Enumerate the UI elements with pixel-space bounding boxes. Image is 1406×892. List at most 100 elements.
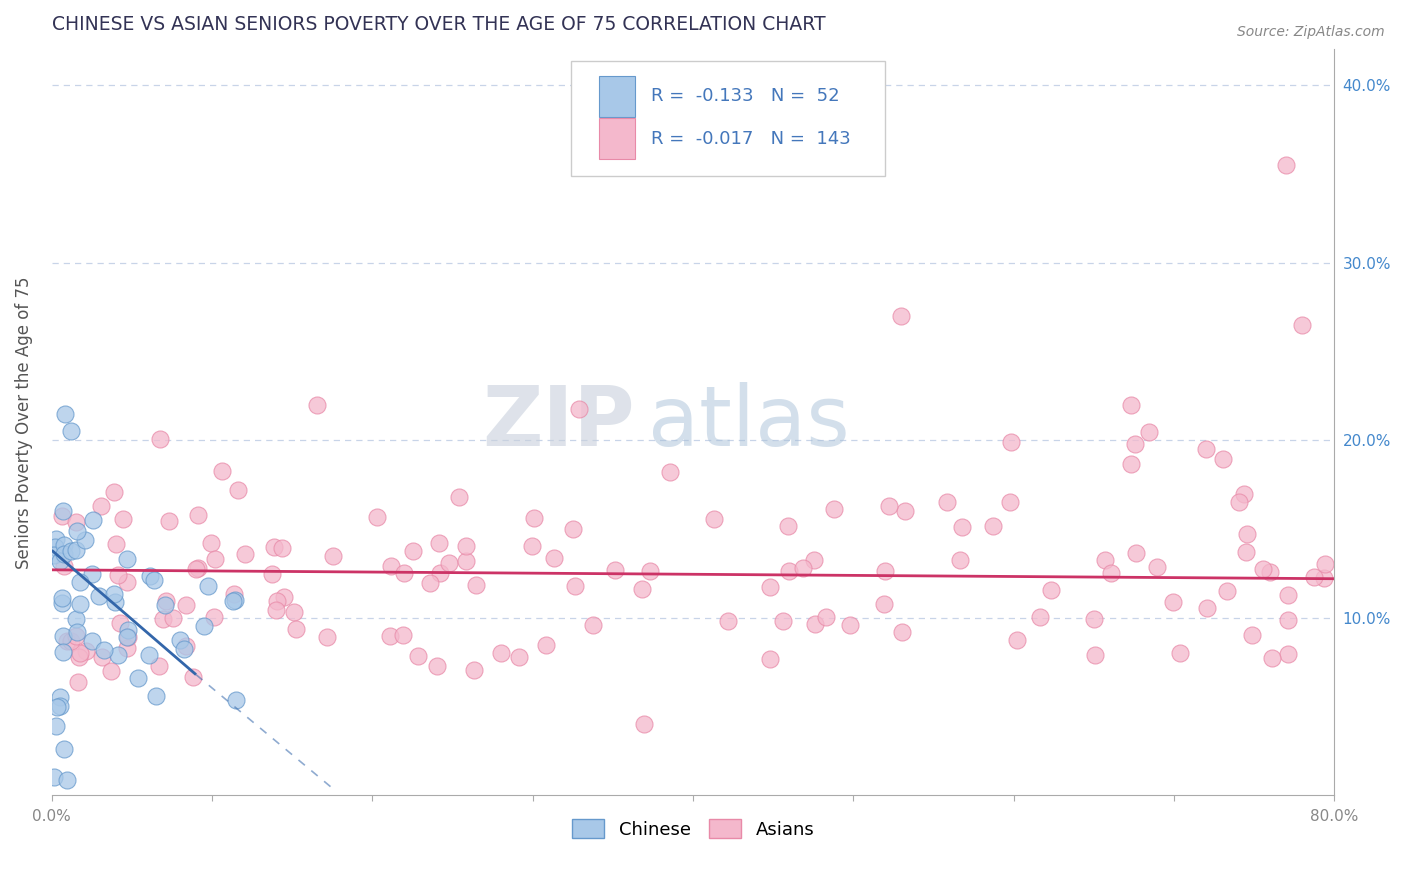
Point	[1241, 627, 1264, 641]
Point	[489, 646, 512, 660]
Point	[100, 664, 122, 678]
Point	[87, 590, 110, 604]
Point	[53, 559, 76, 574]
Bar	[599, 119, 636, 160]
Point	[464, 578, 486, 592]
Point	[93, 643, 115, 657]
Point	[200, 536, 222, 550]
Point	[630, 582, 652, 596]
Point	[115, 575, 138, 590]
Point	[776, 519, 799, 533]
Point	[49, 554, 72, 568]
Point	[1215, 584, 1237, 599]
Point	[90, 649, 112, 664]
Point	[427, 536, 450, 550]
Point	[582, 617, 605, 632]
Point	[187, 561, 209, 575]
Legend: Chinese, Asians: Chinese, Asians	[564, 813, 821, 846]
Point	[67, 650, 90, 665]
Point	[778, 564, 800, 578]
Point	[1146, 560, 1168, 574]
Point	[111, 512, 134, 526]
Point	[108, 615, 131, 630]
Point	[69, 597, 91, 611]
Point	[1277, 613, 1299, 627]
Point	[1313, 558, 1336, 572]
Point	[891, 625, 914, 640]
Point	[893, 504, 915, 518]
Point	[759, 652, 782, 666]
Point	[222, 586, 245, 600]
Point	[53, 538, 76, 552]
Point	[814, 609, 837, 624]
Point	[534, 638, 557, 652]
Text: R =  -0.017   N =  143: R = -0.017 N = 143	[651, 130, 851, 148]
Point	[42, 548, 65, 562]
Point	[437, 556, 460, 570]
Point	[454, 539, 477, 553]
Point	[638, 564, 661, 578]
Point	[157, 514, 180, 528]
Point	[1291, 318, 1313, 332]
Point	[543, 550, 565, 565]
Point	[65, 515, 87, 529]
Point	[658, 465, 681, 479]
Point	[1121, 398, 1143, 412]
Point	[270, 541, 292, 555]
Point	[1084, 648, 1107, 663]
Point	[605, 563, 627, 577]
Point	[174, 598, 197, 612]
Point	[80, 634, 103, 648]
Point	[51, 591, 73, 605]
Point	[823, 501, 845, 516]
Point	[262, 566, 284, 581]
Point	[82, 513, 104, 527]
Point	[197, 579, 219, 593]
Point	[82, 566, 104, 581]
Point	[875, 564, 897, 578]
Point	[52, 742, 75, 756]
Point	[523, 511, 546, 525]
FancyBboxPatch shape	[571, 61, 886, 177]
Y-axis label: Seniors Poverty Over the Age of 75: Seniors Poverty Over the Age of 75	[15, 277, 32, 569]
Point	[1232, 487, 1254, 501]
Point	[59, 544, 82, 558]
Bar	[599, 76, 636, 117]
Point	[1161, 595, 1184, 609]
Point	[224, 593, 246, 607]
Point	[366, 509, 388, 524]
Point	[187, 508, 209, 522]
Point	[408, 649, 430, 664]
Point	[149, 433, 172, 447]
Point	[52, 504, 75, 518]
Text: CHINESE VS ASIAN SENIORS POVERTY OVER THE AGE OF 75 CORRELATION CHART: CHINESE VS ASIAN SENIORS POVERTY OVER TH…	[52, 15, 825, 34]
Point	[1195, 442, 1218, 456]
Point	[419, 576, 441, 591]
Point	[174, 639, 197, 653]
Text: Source: ZipAtlas.com: Source: ZipAtlas.com	[1237, 25, 1385, 39]
Point	[49, 690, 72, 704]
Point	[263, 540, 285, 554]
Point	[950, 519, 973, 533]
Point	[759, 580, 782, 594]
Point	[998, 495, 1021, 509]
Point	[1302, 570, 1324, 584]
Point	[1277, 647, 1299, 661]
Point	[1234, 544, 1257, 558]
Point	[285, 622, 308, 636]
Point	[1094, 553, 1116, 567]
Point	[1277, 588, 1299, 602]
Point	[107, 568, 129, 582]
Point	[59, 425, 82, 439]
Point	[103, 485, 125, 500]
Point	[69, 646, 91, 660]
Point	[1168, 646, 1191, 660]
Point	[772, 614, 794, 628]
Point	[1261, 651, 1284, 665]
Point	[75, 533, 97, 548]
Text: ZIP: ZIP	[482, 382, 636, 463]
Point	[449, 490, 471, 504]
Point	[117, 630, 139, 644]
Point	[56, 773, 79, 788]
Point	[454, 554, 477, 568]
